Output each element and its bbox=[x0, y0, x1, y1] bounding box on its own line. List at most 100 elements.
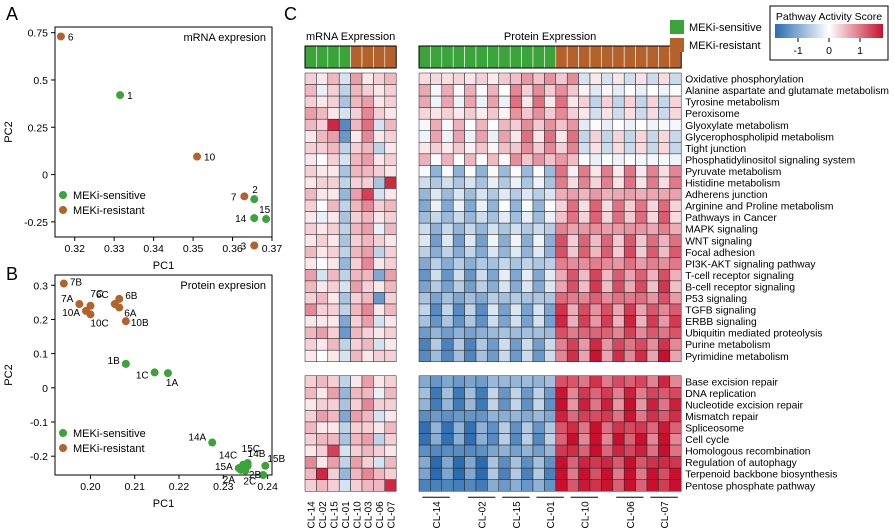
heatmap-cell bbox=[487, 444, 500, 457]
heatmap-cell bbox=[612, 421, 625, 434]
heatmap-cell bbox=[669, 130, 682, 143]
heatmap-cell bbox=[487, 234, 500, 247]
heatmap-cell bbox=[532, 292, 545, 305]
heatmap-cell bbox=[589, 338, 602, 351]
heatmap-cell bbox=[361, 269, 374, 282]
heatmap-cell bbox=[452, 303, 465, 316]
data-point bbox=[250, 214, 259, 223]
heatmap-cell bbox=[327, 118, 340, 131]
heatmap-cell bbox=[555, 222, 568, 235]
heatmap-cell bbox=[475, 433, 488, 446]
heatmap-cell bbox=[430, 222, 443, 235]
heatmap-cell bbox=[384, 398, 397, 411]
heatmap-cell bbox=[350, 234, 363, 247]
heatmap-cell bbox=[646, 375, 659, 388]
heatmap-cell bbox=[544, 107, 557, 120]
heatmap-cell bbox=[612, 338, 625, 351]
heatmap-cell bbox=[601, 398, 614, 411]
heatmap-cell bbox=[441, 467, 454, 480]
heatmap-cell bbox=[532, 421, 545, 434]
heatmap-cell bbox=[464, 257, 477, 270]
x-tick-label: 0.36 bbox=[222, 243, 243, 255]
heatmap-cell bbox=[418, 349, 431, 363]
x-tick-label: 0.24 bbox=[257, 481, 278, 493]
legend-label: MEKi-sensitive bbox=[73, 190, 146, 202]
heatmap-cell bbox=[521, 176, 534, 189]
heatmap-cell bbox=[555, 292, 568, 305]
heatmap-cell bbox=[498, 165, 511, 178]
heatmap-cell bbox=[635, 234, 648, 247]
y-tick-label: -0.25 bbox=[24, 217, 48, 229]
heatmap-cell bbox=[601, 211, 614, 224]
heatmap-cell bbox=[623, 375, 636, 388]
heatmap-cell bbox=[555, 234, 568, 247]
heatmap-cell bbox=[669, 118, 682, 131]
heatmap-cell bbox=[532, 222, 545, 235]
heatmap-cell bbox=[475, 269, 488, 282]
heatmap-cell bbox=[509, 107, 522, 120]
heatmap-cell bbox=[555, 280, 568, 293]
heatmap-cell bbox=[452, 188, 465, 201]
heatmap-cell bbox=[612, 257, 625, 270]
heatmap-cell bbox=[475, 387, 488, 400]
heatmap-cell bbox=[338, 398, 351, 411]
heatmap-cell bbox=[555, 72, 568, 85]
heatmap-cell bbox=[464, 142, 477, 155]
heatmap-cell bbox=[658, 165, 671, 178]
heatmap-cell bbox=[555, 165, 568, 178]
heatmap-cell bbox=[464, 72, 477, 85]
column-label: CL-06 bbox=[626, 501, 637, 529]
heatmap-cell bbox=[532, 467, 545, 480]
data-point bbox=[56, 32, 65, 41]
heatmap-cell bbox=[464, 222, 477, 235]
column-label: CL-02 bbox=[478, 501, 489, 529]
heatmap-cell bbox=[623, 107, 636, 120]
heatmap-cell bbox=[555, 338, 568, 351]
x-tick-label: 0.22 bbox=[169, 481, 190, 493]
heatmap-cell bbox=[316, 84, 329, 97]
point-label: 10C bbox=[90, 318, 108, 329]
heatmap-cell bbox=[464, 456, 477, 469]
heatmap-cell bbox=[350, 176, 363, 189]
heatmap-cell bbox=[327, 410, 340, 423]
heatmap-cell bbox=[487, 199, 500, 212]
heatmap-cell bbox=[521, 421, 534, 434]
heatmap-cell bbox=[475, 456, 488, 469]
heatmap-cell bbox=[532, 326, 545, 339]
heatmap-cell bbox=[430, 72, 443, 85]
heatmap-cell bbox=[589, 467, 602, 480]
heatmap-cell bbox=[418, 176, 431, 189]
heatmap-cell bbox=[338, 246, 351, 259]
heatmap-cell bbox=[304, 292, 317, 305]
heatmap-cell bbox=[532, 269, 545, 282]
heatmap-cell bbox=[521, 280, 534, 293]
heatmap-cell bbox=[430, 246, 443, 259]
heatmap-cell bbox=[350, 257, 363, 270]
heatmap-cell bbox=[464, 211, 477, 224]
heatmap-cell bbox=[304, 165, 317, 178]
heatmap-cell bbox=[578, 326, 591, 339]
heatmap-cell bbox=[338, 479, 351, 492]
heatmap-cell bbox=[418, 153, 431, 166]
heatmap-cell bbox=[544, 269, 557, 282]
heatmap-cell bbox=[361, 142, 374, 155]
heatmap-cell bbox=[509, 246, 522, 259]
x-tick-label: 0.32 bbox=[65, 243, 86, 255]
heatmap-cell bbox=[658, 410, 671, 423]
heatmap-cell bbox=[521, 315, 534, 328]
row-label: DNA replication bbox=[685, 389, 756, 400]
heatmap-cell bbox=[304, 410, 317, 423]
heatmap-cell bbox=[669, 72, 682, 85]
heatmap-cell bbox=[338, 269, 351, 282]
heatmap-cell bbox=[316, 246, 329, 259]
heatmap-cell bbox=[544, 292, 557, 305]
heatmap-cell bbox=[338, 375, 351, 388]
point-label: 2B bbox=[249, 470, 262, 481]
data-point bbox=[116, 91, 125, 100]
heatmap-cell bbox=[418, 222, 431, 235]
point-label: 1 bbox=[127, 91, 133, 102]
heatmap-cell bbox=[498, 107, 511, 120]
heatmap-cell bbox=[646, 118, 659, 131]
heatmap-cell bbox=[532, 257, 545, 270]
heatmap-cell bbox=[669, 421, 682, 434]
